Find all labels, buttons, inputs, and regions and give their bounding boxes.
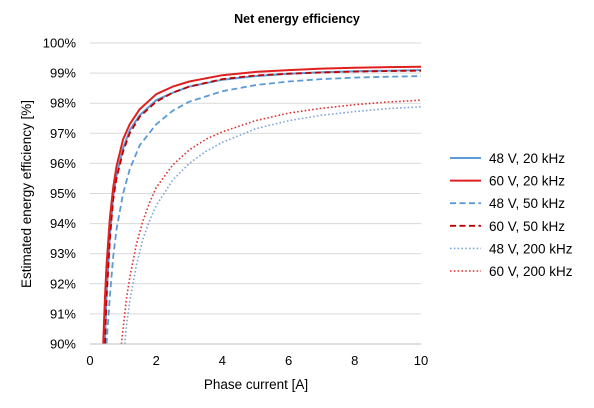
gridlines <box>90 42 421 345</box>
series-line-0 <box>103 69 422 345</box>
x-tick-label: 8 <box>351 353 358 368</box>
x-tick-label: 6 <box>285 353 292 368</box>
y-tick-label: 93% <box>50 246 76 261</box>
x-tick-label: 2 <box>153 353 160 368</box>
x-tick-label: 0 <box>86 353 93 368</box>
legend-label-1: 60 V, 20 kHz <box>489 174 565 189</box>
y-tick-label: 95% <box>50 186 76 201</box>
y-tick-label: 100% <box>43 36 77 51</box>
x-tick-label: 10 <box>414 353 428 368</box>
series-lines <box>102 65 422 345</box>
chart-title: Net energy efficiency <box>234 12 360 26</box>
series-line-2 <box>105 75 422 345</box>
series-line-1 <box>102 65 422 345</box>
y-axis-label: Estimated energy efficiency [%] <box>19 100 34 288</box>
y-tick-label: 96% <box>50 156 76 171</box>
series-line-4 <box>124 106 422 345</box>
y-tick-label: 97% <box>50 126 76 141</box>
series-line-3 <box>104 69 422 345</box>
legend-label-2: 48 V, 50 kHz <box>489 196 565 211</box>
x-tick-label: 4 <box>219 353 226 368</box>
x-axis-label: Phase current [A] <box>204 377 308 392</box>
legend: 48 V, 20 kHz 60 V, 20 kHz 48 V, 50 kHz 60 V… <box>450 151 573 279</box>
y-tick-label: 99% <box>50 66 76 81</box>
y-tick-label: 91% <box>50 306 76 321</box>
legend-label-0: 48 V, 20 kHz <box>489 151 565 166</box>
legend-label-3: 60 V, 50 kHz <box>489 219 565 234</box>
y-axis-ticks: 90% 91% 92% 93% 94% 95% 96% 97% 98% 99% 100% <box>43 36 77 352</box>
series-line-5 <box>120 99 422 345</box>
legend-label-5: 60 V, 200 kHz <box>489 264 573 279</box>
legend-label-4: 48 V, 200 kHz <box>489 241 573 256</box>
x-axis-ticks: 0 2 4 6 8 10 <box>86 353 428 368</box>
y-tick-label: 92% <box>50 276 76 291</box>
y-tick-label: 90% <box>50 337 76 352</box>
y-tick-label: 94% <box>50 216 76 231</box>
y-tick-label: 98% <box>50 96 76 111</box>
